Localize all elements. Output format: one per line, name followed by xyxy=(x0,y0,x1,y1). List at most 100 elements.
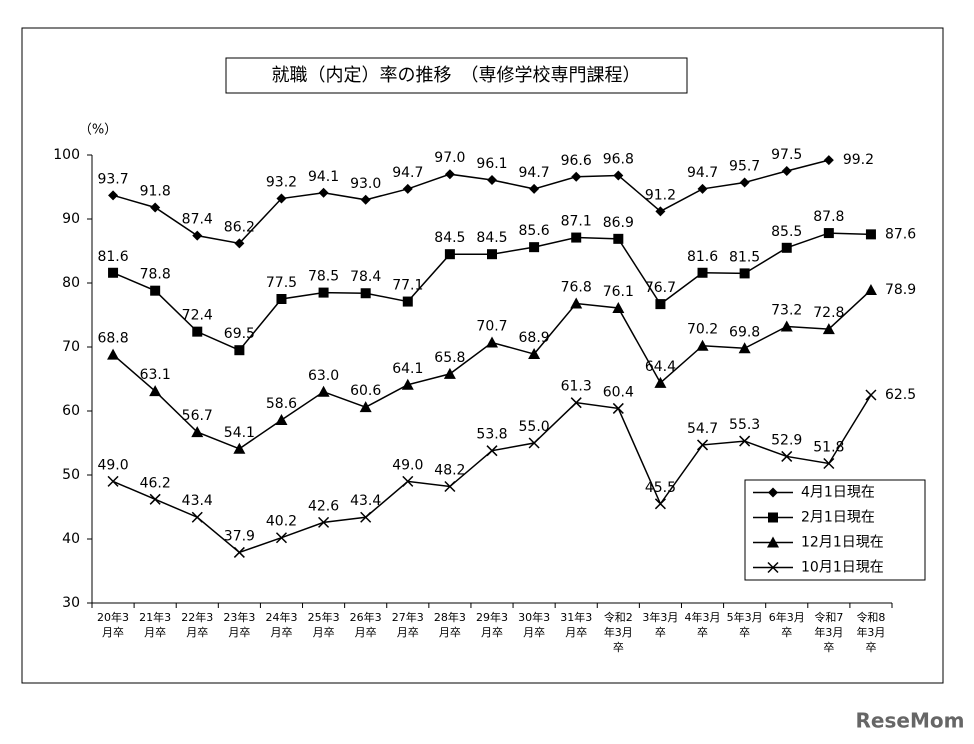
point xyxy=(318,516,330,528)
x-tick-label: 令和2年3月卒 xyxy=(603,611,633,654)
value-label: 49.0 xyxy=(97,457,128,473)
value-label: 37.9 xyxy=(224,528,255,544)
point xyxy=(571,171,582,182)
value-label: 94.7 xyxy=(392,165,423,181)
point xyxy=(276,294,287,304)
legend-box xyxy=(744,479,926,581)
point xyxy=(402,475,414,487)
x-tick-label: 30年3月卒 xyxy=(518,611,551,639)
point xyxy=(696,339,709,351)
point xyxy=(823,457,835,470)
value-label: 52.9 xyxy=(771,432,802,448)
point xyxy=(654,498,666,510)
value-label: 81.5 xyxy=(729,249,760,265)
point xyxy=(570,397,582,409)
value-label: 85.6 xyxy=(519,223,550,239)
point xyxy=(487,249,497,260)
point xyxy=(780,320,793,332)
point xyxy=(401,378,414,390)
value-label: 68.8 xyxy=(97,331,128,347)
value-label: 69.8 xyxy=(729,324,760,340)
title-box xyxy=(225,57,688,94)
value-label: 54.7 xyxy=(687,421,718,437)
point xyxy=(613,170,624,181)
point xyxy=(655,206,666,217)
point xyxy=(529,242,540,253)
value-label: 45.5 xyxy=(645,480,676,496)
point xyxy=(823,228,834,239)
value-label: 40.2 xyxy=(266,514,297,530)
point xyxy=(402,296,413,307)
watermark: ReseMom xyxy=(856,709,965,733)
x-tick-label: 20年3月卒 xyxy=(97,611,130,639)
value-label: 56.7 xyxy=(182,408,213,424)
value-label: 43.4 xyxy=(350,493,381,509)
point xyxy=(360,511,372,523)
value-label: 60.6 xyxy=(350,383,381,399)
value-label: 93.7 xyxy=(97,171,128,187)
series-line xyxy=(112,159,830,245)
point xyxy=(318,287,329,298)
value-label: 65.8 xyxy=(434,350,465,366)
value-label: 49.0 xyxy=(392,457,423,473)
value-label: 64.4 xyxy=(645,359,676,375)
value-label: 69.5 xyxy=(224,326,255,342)
point xyxy=(107,348,120,360)
y-tick-label: 40 xyxy=(62,531,80,547)
point xyxy=(191,426,204,438)
x-tick-label: 22年3月卒 xyxy=(181,611,214,639)
point xyxy=(864,284,877,296)
point xyxy=(275,413,288,425)
value-label: 97.0 xyxy=(434,150,465,166)
point xyxy=(739,177,750,188)
value-label: 96.8 xyxy=(603,151,634,167)
x-tick-label: 23年3月卒 xyxy=(223,611,256,639)
value-label: 96.6 xyxy=(561,153,592,169)
y-tick-label: 30 xyxy=(62,595,80,611)
point xyxy=(150,202,161,213)
x-tick-label: 31年3月卒 xyxy=(560,611,593,639)
value-label: 73.2 xyxy=(771,303,802,319)
point xyxy=(149,385,162,397)
value-label: 46.2 xyxy=(140,475,171,491)
value-label: 55.3 xyxy=(729,417,760,433)
value-label: 85.5 xyxy=(771,224,802,240)
point xyxy=(108,190,119,201)
y-tick-label: 80 xyxy=(62,275,80,291)
legend-label: 4月1日現在 xyxy=(801,485,875,501)
point xyxy=(654,376,667,388)
y-tick-label: 50 xyxy=(62,467,80,483)
point xyxy=(275,532,288,544)
value-label: 87.1 xyxy=(561,214,592,230)
point xyxy=(655,299,666,310)
point xyxy=(317,385,330,397)
point xyxy=(234,238,245,249)
value-label: 99.2 xyxy=(843,152,874,168)
point xyxy=(823,155,834,166)
value-label: 91.2 xyxy=(645,187,676,203)
value-label: 42.6 xyxy=(308,498,339,514)
point xyxy=(613,233,624,244)
x-tick-label: 令和7年3月卒 xyxy=(814,611,844,654)
y-tick-label: 70 xyxy=(62,339,80,355)
value-label: 78.5 xyxy=(308,269,339,285)
value-label: 93.2 xyxy=(266,175,297,191)
x-tick-label: 26年3月卒 xyxy=(349,611,382,639)
y-tick-label: 60 xyxy=(62,403,80,419)
value-label: 72.4 xyxy=(182,308,213,324)
point xyxy=(486,336,498,348)
x-tick-label: 24年3月卒 xyxy=(265,611,298,639)
legend-label: 2月1日現在 xyxy=(801,510,875,526)
point xyxy=(528,348,541,360)
value-label: 70.7 xyxy=(476,319,507,335)
value-label: 93.0 xyxy=(350,176,381,192)
x-tick-label: 3年3月卒 xyxy=(642,611,679,639)
point xyxy=(276,193,287,204)
value-label: 51.8 xyxy=(813,439,844,455)
point xyxy=(865,229,876,240)
point xyxy=(486,445,498,457)
legend-marker xyxy=(767,536,779,548)
point xyxy=(108,267,119,278)
point xyxy=(822,323,835,335)
point xyxy=(612,402,624,414)
